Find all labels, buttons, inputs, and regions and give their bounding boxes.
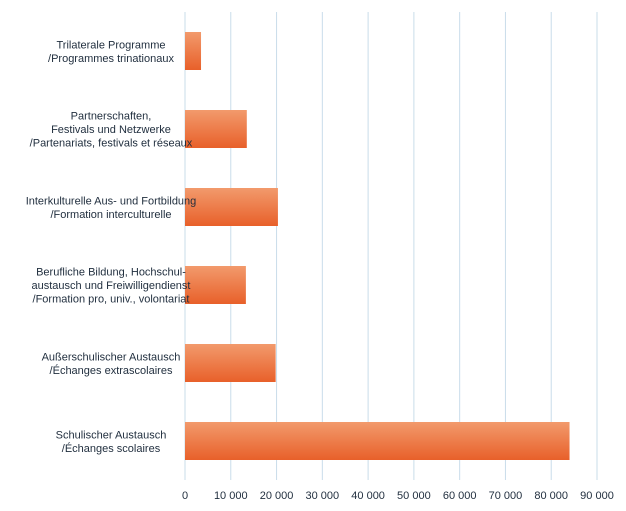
x-tick-label: 50 000 (397, 490, 431, 502)
category-label: Schulischer Austausch/Échanges scolaires (56, 429, 167, 455)
x-tick-label: 10 000 (214, 490, 248, 502)
gridlines (184, 12, 598, 480)
category-label: Berufliche Bildung, Hochschul-austausch … (32, 267, 191, 306)
category-label: Partnerschaften, Festivals und Netzwerke /… (30, 111, 193, 150)
category-label: Trilaterale Programme/Programmes trinati… (48, 39, 174, 65)
bar (185, 110, 247, 148)
x-tick-label: 40 000 (351, 490, 385, 502)
bar (185, 422, 570, 460)
x-tick-label: 20 000 (260, 490, 294, 502)
x-tick-label: 30 000 (306, 490, 340, 502)
category-label: Interkulturelle Aus- und Fortbildung/For… (26, 195, 197, 221)
category-labels: Trilaterale Programme/Programmes trinati… (26, 39, 197, 455)
bar (185, 266, 246, 304)
x-tick-label: 90 000 (580, 490, 614, 502)
x-tick-label: 70 000 (489, 490, 523, 502)
x-tick-label: 60 000 (443, 490, 477, 502)
x-tick-label: 0 (182, 490, 188, 502)
x-tick-label: 80 000 (534, 490, 568, 502)
bar (185, 344, 276, 382)
bar (185, 32, 202, 70)
x-axis-tick-labels: 0 10 000 20 000 30 000 40 000 50 000 60 000 70 … (182, 490, 614, 502)
bar (185, 188, 278, 226)
bars (185, 32, 570, 460)
category-label: Außerschulischer Austausch/Échanges extr… (42, 351, 181, 377)
